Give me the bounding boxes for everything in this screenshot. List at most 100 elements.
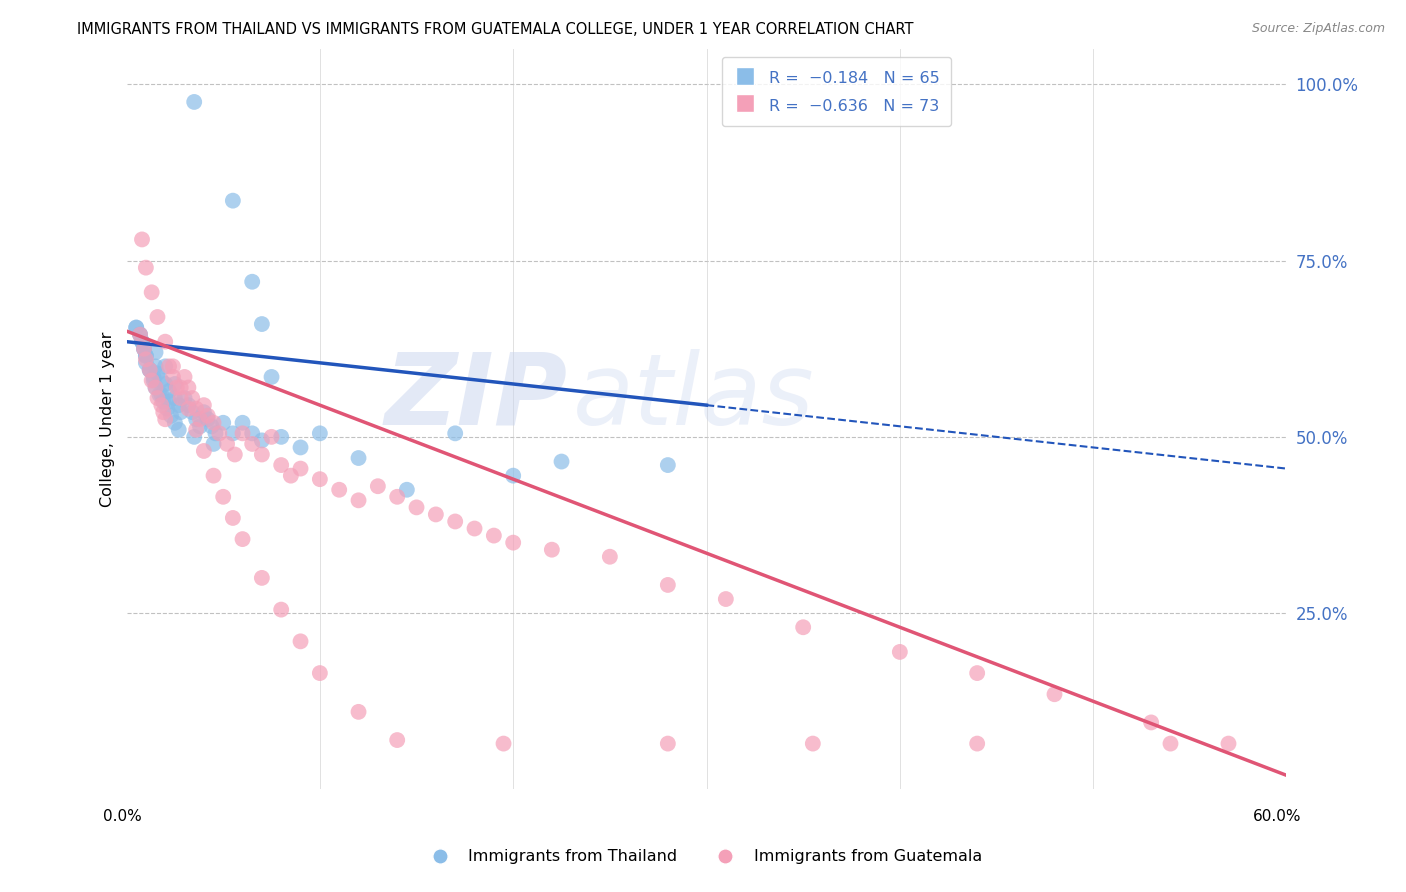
Point [163,391,186,405]
Point [132,342,155,356]
Point [129,327,152,342]
Point [290,634,312,648]
Point [425,508,447,522]
Point [142,370,165,384]
Point [889,645,911,659]
Text: ZIP: ZIP [384,349,568,445]
Point [280,468,302,483]
Point [250,317,273,331]
Point [169,405,191,419]
Point [193,398,215,412]
Point [145,380,167,394]
Point [270,458,292,472]
Point [146,367,169,381]
Point [792,620,814,634]
Point [177,401,200,416]
Point [328,483,350,497]
Point [146,391,169,405]
Point [138,363,162,377]
Point [290,441,312,455]
Point [550,454,572,468]
Point [152,394,174,409]
Text: 0.0%: 0.0% [103,809,142,824]
Point [502,535,524,549]
Point [260,370,283,384]
Point [240,437,263,451]
Point [131,334,153,349]
Point [150,398,173,412]
Point [152,405,174,419]
Point [201,419,224,434]
Point [240,275,263,289]
Point [138,363,162,377]
Point [156,401,179,416]
Point [135,352,157,367]
Point [173,370,195,384]
Point [197,409,219,423]
Point [222,511,245,525]
Point [1043,687,1066,701]
Point [1218,737,1240,751]
Point [145,345,167,359]
Point [502,468,524,483]
Point [132,342,155,356]
Point [186,423,208,437]
Point [290,461,312,475]
Point [141,285,163,300]
Point [208,426,231,441]
Point [146,310,169,324]
Point [540,542,562,557]
Point [657,458,679,472]
Text: 60.0%: 60.0% [1253,809,1301,824]
Point [385,490,409,504]
Point [186,412,208,426]
Point [142,374,165,388]
Point [395,483,418,497]
Point [163,376,186,391]
Point [966,666,988,681]
Point [224,448,246,462]
Point [1140,715,1163,730]
Point [186,401,208,416]
Point [167,398,190,412]
Point [129,327,152,342]
Point [135,260,157,275]
Legend: R =  −0.184   N = 65, R =  −0.636   N = 73: R = −0.184 N = 65, R = −0.636 N = 73 [721,57,952,127]
Point [166,380,188,394]
Point [212,490,235,504]
Point [202,416,225,430]
Point [231,426,254,441]
Point [131,334,153,349]
Point [188,412,211,426]
Point [173,391,195,405]
Point [1160,737,1182,751]
Point [714,592,737,607]
Point [204,426,226,441]
Point [270,430,292,444]
Point [464,522,486,536]
Point [177,380,200,394]
Point [163,416,186,430]
Point [347,450,370,465]
Point [148,387,170,401]
Legend: Immigrants from Thailand, Immigrants from Guatemala: Immigrants from Thailand, Immigrants fro… [418,843,988,871]
Point [135,349,157,363]
Point [181,405,204,419]
Point [162,370,184,384]
Y-axis label: College, Under 1 year: College, Under 1 year [100,332,115,507]
Point [157,384,180,398]
Point [183,95,205,109]
Point [367,479,389,493]
Point [309,666,332,681]
Point [347,705,370,719]
Point [145,359,167,374]
Point [231,416,254,430]
Point [162,359,184,374]
Point [153,412,177,426]
Point [240,426,263,441]
Point [250,434,273,448]
Point [153,359,177,374]
Point [177,398,200,412]
Point [222,194,245,208]
Point [131,232,153,246]
